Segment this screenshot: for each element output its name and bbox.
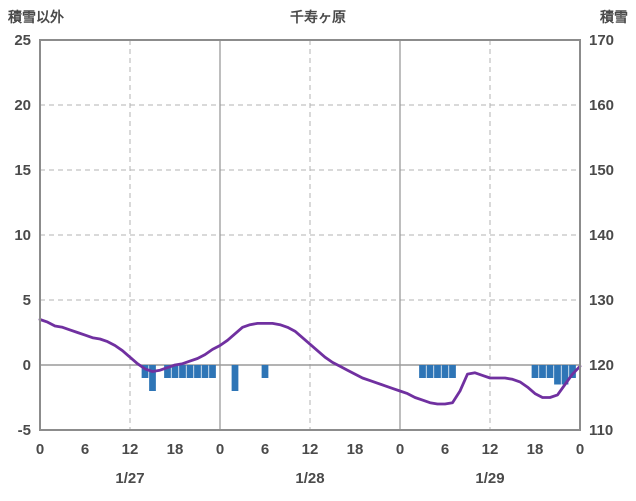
snow-depth-bar xyxy=(231,365,239,391)
x-axis-tick-label: 18 xyxy=(347,441,364,458)
snow-depth-bar xyxy=(441,365,449,378)
right-axis-tick-label: 150 xyxy=(589,162,614,179)
snow-depth-bar xyxy=(419,365,426,378)
left-axis-tick-label: 5 xyxy=(23,292,31,309)
snow-depth-bar xyxy=(546,365,554,378)
snow-depth-bar xyxy=(434,365,441,378)
temperature-line xyxy=(38,318,582,406)
snow-depth-bar xyxy=(561,365,569,385)
plot-frame xyxy=(39,39,581,431)
right-axis-tick-label: 130 xyxy=(589,292,614,309)
x-axis-tick-label: 12 xyxy=(302,441,319,458)
snow-depth-bar xyxy=(194,365,201,378)
snow-depth-bar xyxy=(141,365,149,378)
snow-depth-bar xyxy=(149,365,156,391)
snow-depth-bar xyxy=(539,365,546,378)
snow-depth-bar xyxy=(164,365,171,378)
snow-depth-bar xyxy=(531,365,539,378)
snow-depth-bar xyxy=(569,365,576,378)
x-axis-tick-label: 0 xyxy=(396,441,404,458)
right-axis-tick-label: 170 xyxy=(589,32,614,49)
snow-depth-bar xyxy=(426,365,434,378)
left-axis-tick-label: 15 xyxy=(14,162,31,179)
x-axis-tick-label: 18 xyxy=(167,441,184,458)
x-axis-tick-label: 0 xyxy=(216,441,224,458)
snow-depth-bar xyxy=(186,365,194,378)
right-axis-tick-label: 110 xyxy=(589,422,613,439)
right-axis-tick-label: 140 xyxy=(589,227,614,244)
date-label: 1/29 xyxy=(475,470,504,487)
left-axis-tick-label: 10 xyxy=(14,227,31,244)
left-axis-tick-label: 0 xyxy=(23,357,31,374)
snow-depth-bar xyxy=(449,365,456,378)
x-axis-tick-label: 12 xyxy=(482,441,499,458)
snow-depth-bar xyxy=(179,365,186,378)
x-axis-tick-label: 12 xyxy=(122,441,139,458)
snow-depth-bar xyxy=(261,365,269,378)
x-axis-tick-label: 0 xyxy=(36,441,44,458)
left-axis-title: 積雪以外 xyxy=(8,9,64,25)
snow-depth-bar xyxy=(201,365,209,378)
date-label: 1/28 xyxy=(295,470,324,487)
right-axis-tick-label: 160 xyxy=(589,97,614,114)
date-label: 1/27 xyxy=(115,470,144,487)
x-axis-tick-label: 6 xyxy=(81,441,89,458)
x-axis-tick-label: 0 xyxy=(576,441,584,458)
snow-depth-bar xyxy=(554,365,561,385)
x-axis-tick-label: 6 xyxy=(261,441,269,458)
right-axis-title: 積雪 xyxy=(600,9,628,25)
snow-depth-bar xyxy=(209,365,216,378)
x-axis-tick-label: 18 xyxy=(527,441,544,458)
chart-title: 千寿ヶ原 xyxy=(290,9,346,25)
left-axis-tick-label: -5 xyxy=(18,422,31,439)
snow-depth-bar xyxy=(171,365,179,378)
left-axis-tick-label: 20 xyxy=(14,97,31,114)
right-axis-tick-label: 120 xyxy=(589,357,614,374)
left-axis-tick-label: 25 xyxy=(14,32,31,49)
x-axis-tick-label: 6 xyxy=(441,441,449,458)
